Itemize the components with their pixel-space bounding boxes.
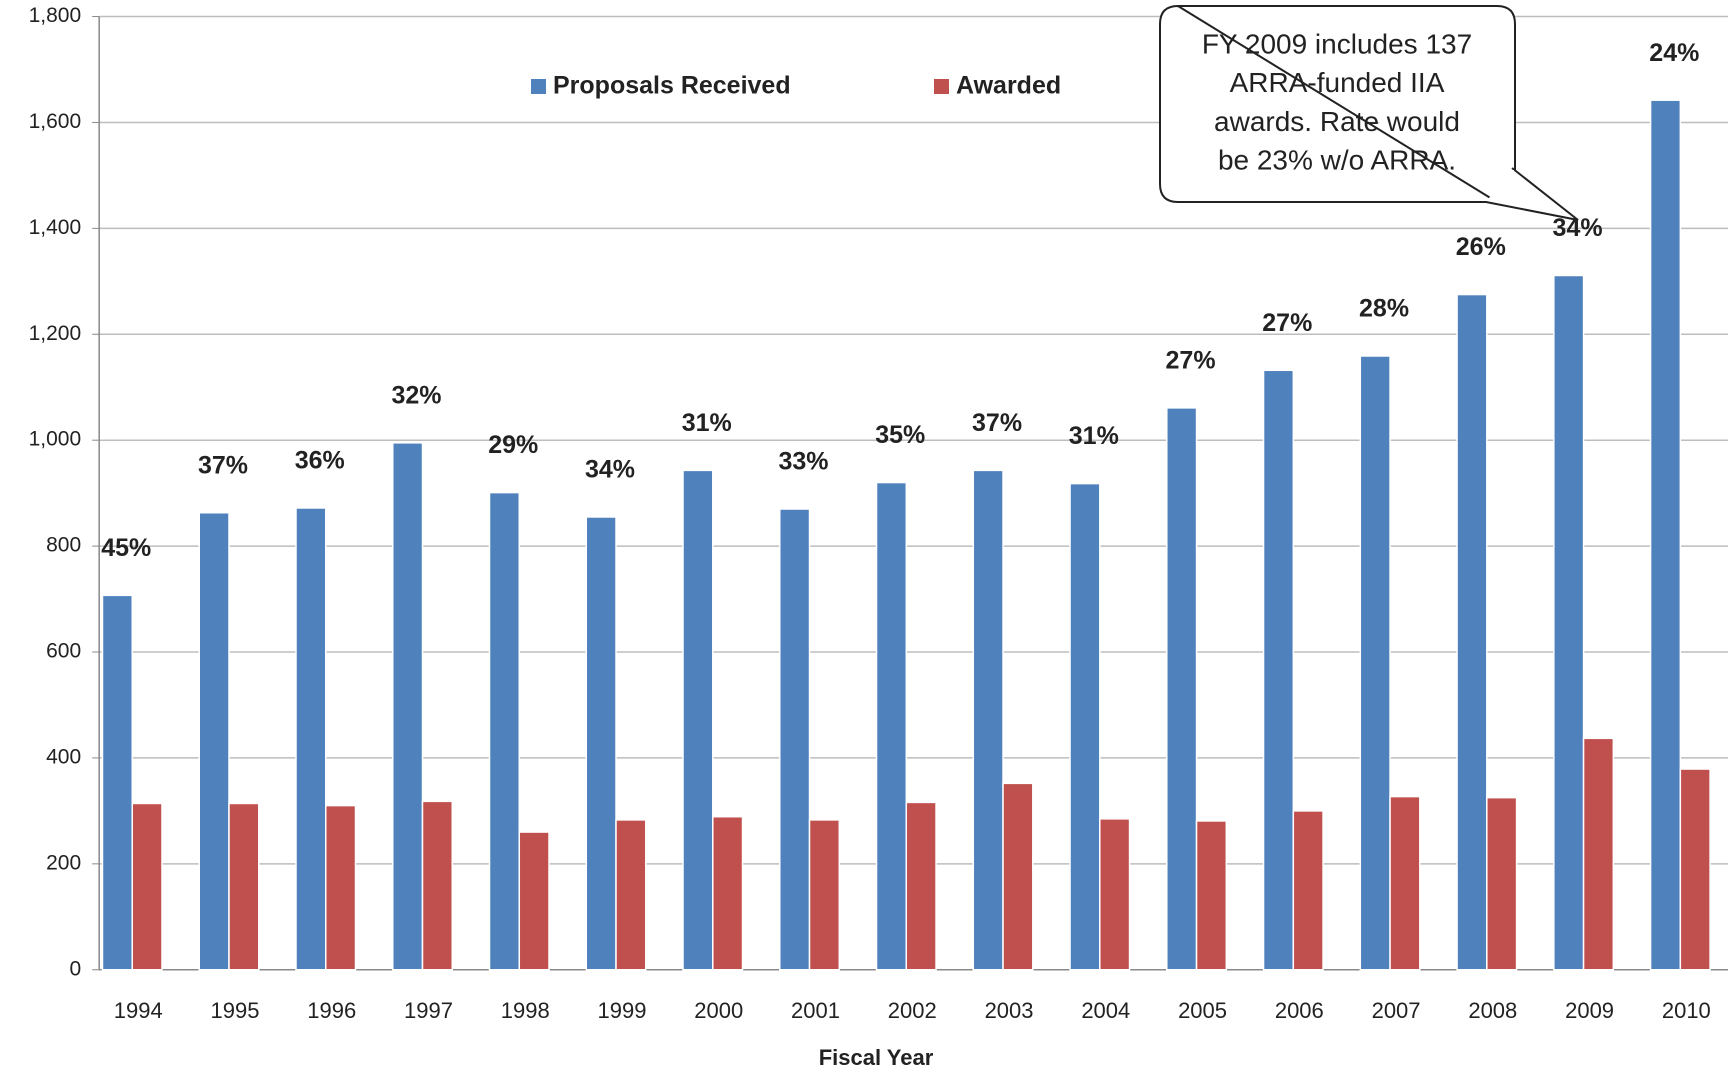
rate-label: 27% xyxy=(1166,346,1216,374)
proposal-bar xyxy=(683,470,713,969)
rate-label: 45% xyxy=(101,534,151,562)
rate-label: 29% xyxy=(488,431,538,459)
proposal-bar xyxy=(296,508,326,970)
award-bar xyxy=(132,803,162,969)
x-tick-label: 1997 xyxy=(404,998,453,1023)
y-tick-label: 1,200 xyxy=(29,322,82,345)
rate-label: 34% xyxy=(1553,214,1603,242)
rate-label: 26% xyxy=(1456,233,1506,261)
chart: Fiscal Year 0 200 400 600 800 1,000 1,200 1,400… xyxy=(0,0,1728,1072)
proposal-bar xyxy=(102,595,132,969)
x-tick-label: 2007 xyxy=(1372,998,1421,1023)
y-tick-label: 1,000 xyxy=(29,428,82,451)
proposal-bar xyxy=(780,509,810,970)
x-axis-label: Fiscal Year xyxy=(819,1045,934,1070)
award-bar xyxy=(1100,819,1130,970)
x-tick-label: 2005 xyxy=(1178,998,1227,1023)
proposal-bar xyxy=(1457,295,1487,970)
award-bar xyxy=(326,806,356,970)
proposal-bar xyxy=(1360,356,1390,970)
proposal-bar xyxy=(877,483,907,970)
y-tick-label: 600 xyxy=(46,640,81,663)
x-tick-label: 1999 xyxy=(598,998,647,1023)
rate-label: 27% xyxy=(1262,309,1312,337)
x-tick-label: 1994 xyxy=(114,998,163,1023)
x-tick-label: 2000 xyxy=(694,998,743,1023)
rate-label: 37% xyxy=(198,451,248,479)
y-tick-label: 1,400 xyxy=(29,216,82,239)
x-tick-label: 2001 xyxy=(791,998,840,1023)
award-bar xyxy=(423,801,453,969)
award-bar xyxy=(519,832,549,970)
x-tick-label: 2009 xyxy=(1565,998,1614,1023)
proposal-bar xyxy=(393,443,423,970)
x-tick-label: 2003 xyxy=(985,998,1034,1023)
y-tick-label: 1,800 xyxy=(29,4,82,27)
award-bar xyxy=(1197,821,1227,970)
award-bar xyxy=(229,803,259,969)
x-tick-label: 2008 xyxy=(1468,998,1517,1023)
award-bar xyxy=(810,820,840,970)
award-bar xyxy=(1584,738,1614,969)
rate-label: 36% xyxy=(295,447,345,475)
rate-label: 31% xyxy=(1069,422,1119,450)
legend-swatch xyxy=(531,79,546,94)
x-tick-label: 1996 xyxy=(307,998,356,1023)
x-tick-label: 2002 xyxy=(888,998,937,1023)
x-tick-label: 1998 xyxy=(501,998,550,1023)
x-tick-label: 1995 xyxy=(211,998,260,1023)
y-tick-label: 0 xyxy=(69,957,81,980)
award-bar xyxy=(1003,783,1033,969)
proposal-bar xyxy=(1554,275,1584,969)
proposal-bar xyxy=(490,493,520,970)
x-tick-label: 2010 xyxy=(1662,998,1711,1023)
y-tick-label: 800 xyxy=(46,534,81,557)
proposal-bar xyxy=(1264,370,1294,969)
award-bar xyxy=(713,817,743,970)
y-tick-label: 200 xyxy=(46,851,81,874)
rate-label: 37% xyxy=(972,409,1022,437)
rate-label: 32% xyxy=(391,381,441,409)
proposal-bar xyxy=(1070,484,1100,970)
y-tick-label: 1,600 xyxy=(29,110,82,133)
award-bar xyxy=(616,820,646,970)
legend-label: Proposals Received xyxy=(553,72,791,100)
proposal-bar xyxy=(1651,100,1681,970)
callout-cover xyxy=(1490,170,1514,201)
rate-label: 33% xyxy=(779,448,829,476)
rate-label: 28% xyxy=(1359,295,1409,323)
award-bar xyxy=(1390,797,1420,970)
rate-label: 34% xyxy=(585,456,635,484)
rate-label: 35% xyxy=(875,421,925,449)
rate-label: 24% xyxy=(1649,39,1699,67)
proposal-bar xyxy=(199,513,229,970)
callout-text: FY 2009 includes 137 xyxy=(1202,28,1472,59)
proposal-bar xyxy=(973,470,1003,969)
callout-text: be 23% w/o ARRA. xyxy=(1218,144,1456,175)
proposal-bar xyxy=(1167,408,1197,970)
callout-text: awards. Rate would xyxy=(1214,106,1460,137)
award-bar xyxy=(906,802,936,969)
proposal-bar xyxy=(586,517,616,970)
award-bar xyxy=(1293,811,1323,970)
x-tick-label: 2006 xyxy=(1275,998,1324,1023)
award-bar xyxy=(1487,798,1517,970)
legend-swatch xyxy=(934,79,949,94)
callout-text: ARRA-funded IIA xyxy=(1230,67,1445,98)
y-tick-label: 400 xyxy=(46,745,81,768)
award-bar xyxy=(1680,769,1710,970)
rate-label: 31% xyxy=(682,409,732,437)
x-tick-label: 2004 xyxy=(1081,998,1130,1023)
legend-label: Awarded xyxy=(956,72,1061,100)
